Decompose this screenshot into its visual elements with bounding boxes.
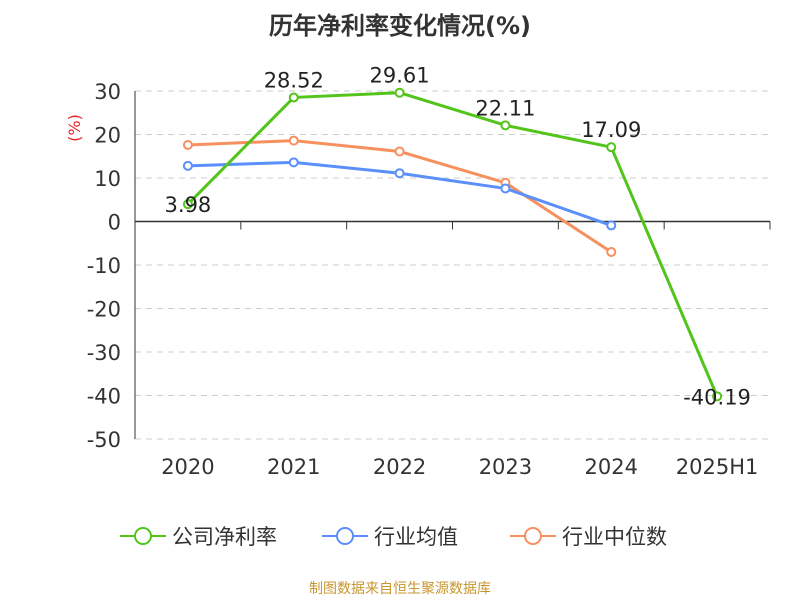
data-label-company: 22.11 <box>475 96 535 120</box>
data-point-industry-avg[interactable] <box>182 160 193 171</box>
data-label-company: -40.19 <box>683 385 751 409</box>
chart-title: 历年净利率变化情况(%) <box>269 12 531 40</box>
data-point-company[interactable] <box>606 142 617 153</box>
data-label-company: 29.61 <box>370 64 430 88</box>
legend-item-company[interactable]: 公司净利率 <box>120 518 277 554</box>
axes: 30 20 10 0 -10 -20 -30 -40 -50 2020 2021 2022 2023 20… <box>65 80 771 479</box>
data-label-company: 28.52 <box>264 68 324 92</box>
x-tick-label: 2022 <box>373 455 426 479</box>
legend-label-industry-median: 行业中位数 <box>562 525 667 549</box>
legend-marker-company-icon <box>120 527 166 545</box>
data-point-industry-median[interactable] <box>288 135 299 146</box>
series-line-industry-median <box>187 139 613 254</box>
data-point-industry-avg[interactable] <box>288 157 299 168</box>
legend-label-industry-avg: 行业均值 <box>374 525 458 549</box>
y-tick-label: -50 <box>87 428 121 452</box>
legend-marker-industry-avg-icon <box>322 527 368 545</box>
data-label-company: 17.09 <box>581 118 641 142</box>
data-point-industry-median[interactable] <box>182 139 193 150</box>
data-labels: 3.98 28.52 29.61 22.11 17.09 -40.19 <box>165 64 751 410</box>
x-tick-label: 2023 <box>479 455 532 479</box>
x-tick-label: 2025H1 <box>676 455 759 479</box>
y-tick-label: 30 <box>94 80 121 104</box>
y-tick-label: 10 <box>94 167 121 191</box>
data-point-industry-avg[interactable] <box>500 183 511 194</box>
x-tick-label: 2024 <box>585 455 638 479</box>
y-tick-label: -40 <box>87 385 121 409</box>
data-point-company[interactable] <box>712 391 723 402</box>
legend-marker-industry-median-icon <box>510 527 556 545</box>
data-point-industry-median[interactable] <box>394 146 405 157</box>
legend-item-industry-median[interactable]: 行业中位数 <box>510 518 667 554</box>
data-point-company[interactable] <box>394 87 405 98</box>
data-point-industry-avg[interactable] <box>606 220 617 231</box>
y-tick-label: -10 <box>87 254 121 278</box>
data-point-industry-median[interactable] <box>606 246 617 257</box>
series-lines <box>182 87 723 402</box>
data-point-company[interactable] <box>288 92 299 103</box>
legend-item-industry-avg[interactable]: 行业均值 <box>322 518 458 554</box>
grid-lines <box>135 90 770 440</box>
y-tick-label: 0 <box>108 211 121 235</box>
data-label-company: 3.98 <box>165 193 212 217</box>
series-line-company <box>186 91 719 397</box>
data-source-note: 制图数据来自恒生聚源数据库 <box>309 581 491 597</box>
y-tick-label: -20 <box>87 298 121 322</box>
data-point-company[interactable] <box>500 120 511 131</box>
x-tick-label: 2021 <box>267 455 320 479</box>
data-point-company[interactable] <box>182 199 193 210</box>
data-point-industry-avg[interactable] <box>394 168 405 179</box>
y-tick-label: -30 <box>87 341 121 365</box>
x-tick-label: 2020 <box>161 455 214 479</box>
y-axis-label: (%) <box>65 114 84 142</box>
y-tick-label: 20 <box>94 124 121 148</box>
legend-label-company: 公司净利率 <box>172 525 277 549</box>
legend: 公司净利率 行业均值 行业中位数 <box>0 518 800 554</box>
